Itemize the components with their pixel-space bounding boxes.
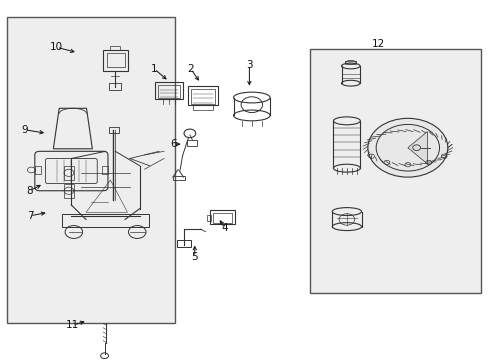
Bar (345, 61, 355, 64)
Polygon shape (407, 132, 427, 164)
Bar (158, 85, 179, 98)
Bar (212, 213, 232, 223)
Bar (64, 166, 74, 180)
Bar (191, 89, 214, 104)
Bar (155, 82, 182, 99)
Bar (110, 45, 120, 50)
Bar (188, 86, 217, 105)
Bar (310, 49, 480, 293)
Text: 9: 9 (22, 125, 28, 135)
Text: 7: 7 (26, 211, 33, 221)
Bar (187, 140, 197, 145)
Text: 12: 12 (371, 39, 385, 49)
Bar (106, 53, 125, 67)
Bar (35, 166, 41, 174)
Bar (177, 240, 190, 247)
Text: 3: 3 (245, 60, 252, 70)
Bar (6, 17, 174, 323)
Text: 6: 6 (170, 139, 177, 149)
Bar (64, 184, 74, 198)
Text: 4: 4 (221, 224, 228, 233)
Bar (109, 127, 119, 134)
Bar (210, 211, 234, 224)
Bar (206, 215, 210, 221)
Bar (61, 214, 149, 226)
Text: 5: 5 (191, 252, 198, 262)
Bar (109, 83, 121, 90)
Text: 8: 8 (26, 186, 33, 196)
Text: 2: 2 (187, 64, 194, 74)
Bar (102, 166, 108, 174)
Text: 10: 10 (50, 42, 63, 52)
Circle shape (367, 118, 447, 177)
Text: 11: 11 (66, 320, 80, 330)
Text: 1: 1 (151, 64, 157, 74)
Bar (103, 50, 128, 71)
Bar (193, 105, 212, 110)
Bar (172, 176, 184, 180)
